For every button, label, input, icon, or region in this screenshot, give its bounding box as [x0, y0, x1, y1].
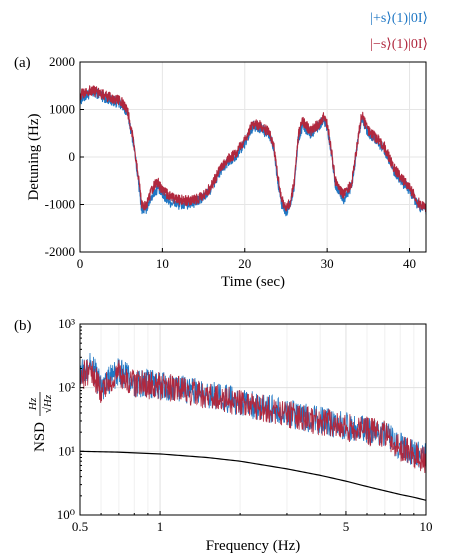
tick-label-y: 10⁰ [57, 507, 75, 522]
series-line-1 [79, 85, 427, 213]
tick-label-x: 10 [156, 256, 169, 271]
grid-a [79, 61, 426, 253]
series-a [79, 85, 427, 217]
tick-label-x: 10 [420, 519, 433, 534]
axes-frame-b [79, 323, 427, 516]
tick-label-x: 30 [321, 256, 334, 271]
reference-line [79, 450, 427, 501]
tick-label-x: 0 [77, 256, 84, 271]
tick-label-y: 10¹ [58, 443, 75, 458]
x-axis-label-a: Time (sec) [221, 274, 285, 290]
legend-entry-minus: |−s⟩(1)|0I⟩ [370, 37, 428, 52]
series-b [79, 352, 427, 501]
legend-entry-plus: |+s⟩(1)|0I⟩ [370, 11, 428, 26]
tick-label-y: 1000 [49, 102, 75, 117]
tick-label-y: 0 [69, 149, 76, 164]
y-axis-label-b-text: NSD [32, 422, 48, 452]
tick-label-x: 20 [238, 256, 251, 271]
tick-label-x: 1 [157, 519, 164, 534]
legend: |+s⟩(1)|0I⟩ |−s⟩(1)|0I⟩ [370, 11, 428, 52]
tick-label-y: -2000 [45, 244, 75, 259]
panel-b: (b) 0.5 1 5 10 10³ 10² 10¹ 10⁰ Frequency (Hz) N… [14, 316, 433, 554]
tick-label-y: -1000 [45, 197, 75, 212]
panel-a: (a) 0 10 20 30 40 2000 1000 0 -1000 -2000 Time (s… [14, 11, 428, 290]
y-axis-unit-denominator: √Hz [42, 394, 54, 413]
panel-label-a: (a) [14, 55, 31, 71]
ticks-a: 0 10 20 30 40 2000 1000 0 -1000 -2000 [45, 54, 416, 271]
tick-label-x: 0.5 [72, 519, 88, 534]
panel-label-b: (b) [14, 318, 32, 334]
ticks-b: 0.5 1 5 10 10³ 10² 10¹ 10⁰ [57, 316, 433, 534]
tick-label-y: 10³ [58, 316, 75, 331]
y-axis-label-a: Detuning (Hz) [26, 113, 42, 200]
y-axis-label-b: NSD Hz √Hz [27, 392, 54, 452]
tick-label-y: 10² [58, 380, 75, 395]
y-axis-unit-numerator: Hz [27, 397, 39, 411]
x-axis-label-b: Frequency (Hz) [206, 538, 301, 554]
tick-label-y: 2000 [49, 54, 75, 69]
tick-label-x: 5 [343, 519, 350, 534]
tick-label-x: 40 [403, 256, 416, 271]
series-line-0 [79, 87, 427, 217]
nsd-line-1 [79, 359, 427, 473]
